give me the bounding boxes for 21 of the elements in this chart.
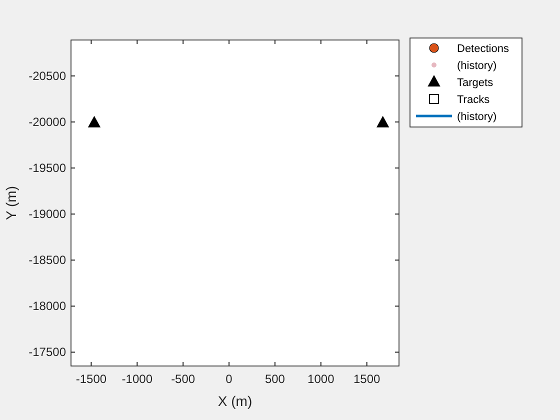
y-tick-label: -20000: [28, 114, 66, 129]
legend-label: Detections: [457, 43, 510, 55]
y-tick-label: -18000: [28, 299, 66, 314]
x-axis-title: X (m): [218, 393, 252, 409]
x-tick-label: 0: [226, 372, 233, 386]
y-tick-label: -20500: [28, 68, 66, 83]
legend-label: (history): [457, 111, 497, 123]
y-tick-label: -19500: [28, 161, 66, 176]
y-tick-label: -18500: [28, 253, 66, 268]
x-tick-label: -1000: [122, 372, 153, 386]
legend-label: Tracks: [457, 94, 490, 106]
x-tick-label: -500: [171, 372, 196, 386]
legend-label: Targets: [457, 77, 494, 89]
y-tick-label: -19000: [28, 207, 66, 222]
legend-label: (history): [457, 60, 497, 72]
x-tick-label: 1000: [308, 372, 335, 386]
x-tick-label: 500: [264, 372, 286, 386]
x-tick-label: -1500: [76, 372, 107, 386]
y-axis-title: Y (m): [3, 186, 19, 220]
y-tick-label: -17500: [28, 345, 66, 360]
x-tick-label: 1500: [353, 372, 381, 386]
